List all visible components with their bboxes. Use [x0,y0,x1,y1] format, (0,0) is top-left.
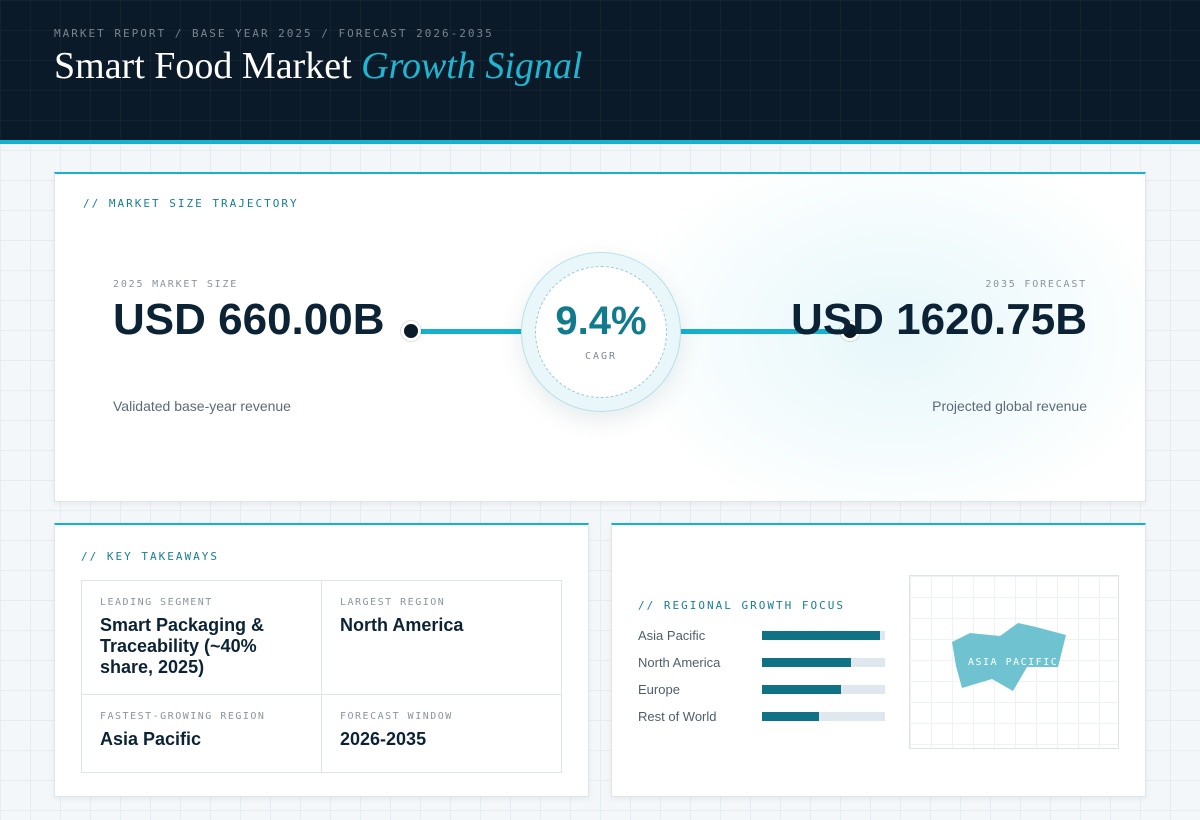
report-breadcrumb: MARKET REPORT / BASE YEAR 2025 / FORECAS… [54,27,494,40]
region-map: ASIA PACIFIC [909,575,1119,749]
takeaway-value: North America [340,615,464,635]
market-trajectory-card: // MARKET SIZE TRAJECTORY 2025 MARKET SI… [54,172,1146,502]
region-bar-fill [762,631,881,640]
region-bar-track [762,685,885,694]
region-name: Asia Pacific [638,628,706,643]
takeaway-largest-region: LARGEST REGION North America [322,581,562,695]
asia-pacific-region-shape [952,623,1066,691]
forecast-caption: Projected global revenue [932,398,1087,414]
takeaway-label: LARGEST REGION [340,597,446,608]
region-bar-track [762,658,885,667]
takeaway-fastest-region: FASTEST-GROWING REGION Asia Pacific [82,695,322,772]
takeaway-label: LEADING SEGMENT [100,597,213,608]
region-name: Rest of World [638,709,717,724]
background-glow [615,174,1145,501]
region-row-north-america: North America [638,652,888,672]
end-dot-marker [840,321,860,341]
takeaway-value: Smart Packaging & Traceability (~40% sha… [100,615,265,677]
region-row-europe: Europe [638,679,888,699]
region-bar-track [762,631,885,640]
takeaway-label: FASTEST-GROWING REGION [100,711,266,722]
region-bar-track [762,712,885,721]
cagr-inner-circle: 9.4% CAGR [535,266,667,398]
base-year-label: 2025 MARKET SIZE [113,279,239,290]
page-header: MARKET REPORT / BASE YEAR 2025 / FORECAS… [0,0,1200,144]
region-name: North America [638,655,721,670]
base-year-value: USD 660.00B [113,295,385,344]
asia-pacific-map-shape [952,623,1066,691]
trajectory-section-label: // MARKET SIZE TRAJECTORY [83,197,299,210]
takeaways-grid: LEADING SEGMENT Smart Packaging & Tracea… [81,580,562,773]
region-bar-fill [762,712,819,721]
cagr-badge: 9.4% CAGR [521,252,681,412]
region-row-rest-of-world: Rest of World [638,706,888,726]
region-name: Europe [638,682,680,697]
cagr-value: 9.4% [555,299,647,343]
takeaway-forecast-window: FORECAST WINDOW 2026-2035 [322,695,562,772]
page-title-accent: Growth Signal [361,45,583,87]
region-bar-fill [762,658,851,667]
map-region-label: ASIA PACIFIC [968,657,1059,668]
region-bar-fill [762,685,841,694]
page-title-main: Smart Food Market [54,45,352,87]
page-title: Smart Food Market Growth Signal [54,44,582,88]
key-takeaways-card: // KEY TAKEAWAYS LEADING SEGMENT Smart P… [54,523,589,797]
regional-growth-card: // REGIONAL GROWTH FOCUS Asia Pacific No… [611,523,1146,797]
forecast-value: USD 1620.75B [791,295,1087,344]
takeaway-leading-segment: LEADING SEGMENT Smart Packaging & Tracea… [82,581,322,695]
base-year-caption: Validated base-year revenue [113,398,291,414]
takeaways-section-label: // KEY TAKEAWAYS [81,550,219,563]
takeaway-value: 2026-2035 [340,729,427,749]
regional-section-label: // REGIONAL GROWTH FOCUS [638,599,845,612]
takeaway-value: Asia Pacific [100,729,202,749]
region-row-asia-pacific: Asia Pacific [638,625,888,645]
takeaway-label: FORECAST WINDOW [340,711,453,722]
cagr-label: CAGR [584,351,618,362]
start-dot-marker [401,321,421,341]
forecast-label: 2035 FORECAST [985,279,1087,290]
